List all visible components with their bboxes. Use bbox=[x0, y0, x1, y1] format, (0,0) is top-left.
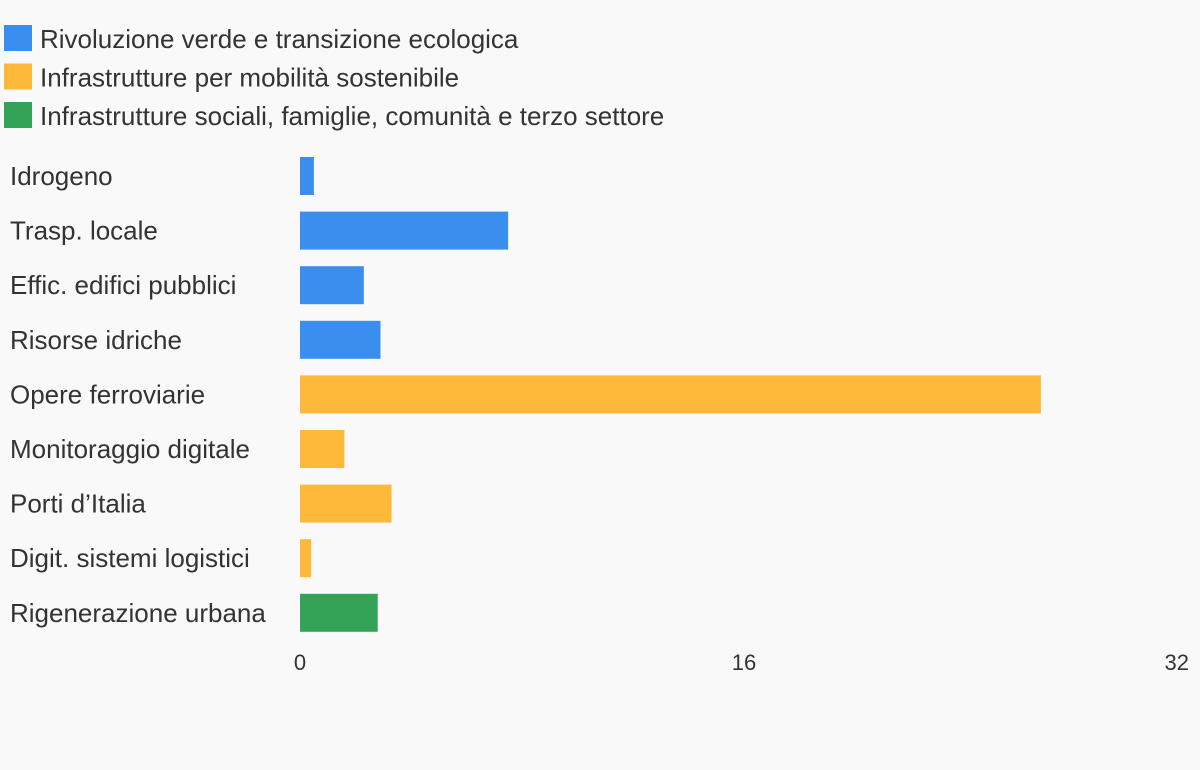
bar bbox=[300, 484, 392, 523]
legend-swatch bbox=[4, 63, 32, 90]
category-label: Risorse idriche bbox=[10, 325, 182, 355]
category-label: Effic. edifici pubblici bbox=[10, 270, 236, 300]
category-label: Opere ferroviarie bbox=[10, 379, 205, 409]
legend-swatch bbox=[4, 102, 32, 128]
legend-label: Infrastrutture per mobilità sostenibile bbox=[40, 63, 459, 93]
x-tick-label: 32 bbox=[1165, 650, 1189, 675]
legend: Rivoluzione verde e transizione ecologic… bbox=[4, 24, 664, 131]
category-labels: Idrogeno Trasp. locale Effic. edifici pubb… bbox=[10, 161, 266, 628]
category-label: Monitoraggio digitale bbox=[10, 434, 250, 464]
legend-swatch bbox=[4, 25, 32, 51]
x-axis: 0 16 32 bbox=[294, 650, 1189, 675]
legend-label: Rivoluzione verde e transizione ecologic… bbox=[40, 24, 519, 54]
x-tick-label: 0 bbox=[294, 650, 306, 675]
bar bbox=[300, 539, 312, 578]
category-label: Trasp. locale bbox=[10, 216, 158, 246]
category-label: Digit. sistemi logistici bbox=[10, 543, 250, 573]
x-tick-label: 16 bbox=[732, 650, 756, 675]
category-label: Rigenerazione urbana bbox=[10, 598, 266, 628]
category-label: Idrogeno bbox=[10, 161, 113, 191]
bar bbox=[300, 375, 1041, 414]
bar bbox=[300, 430, 345, 468]
bar bbox=[300, 593, 378, 632]
category-label: Porti d’Italia bbox=[10, 489, 146, 519]
legend-label: Infrastrutture sociali, famiglie, comuni… bbox=[40, 101, 664, 131]
bar bbox=[300, 266, 364, 305]
bar bbox=[300, 157, 314, 195]
bars-group bbox=[300, 157, 1041, 632]
bar bbox=[300, 320, 381, 359]
bar bbox=[300, 211, 509, 250]
